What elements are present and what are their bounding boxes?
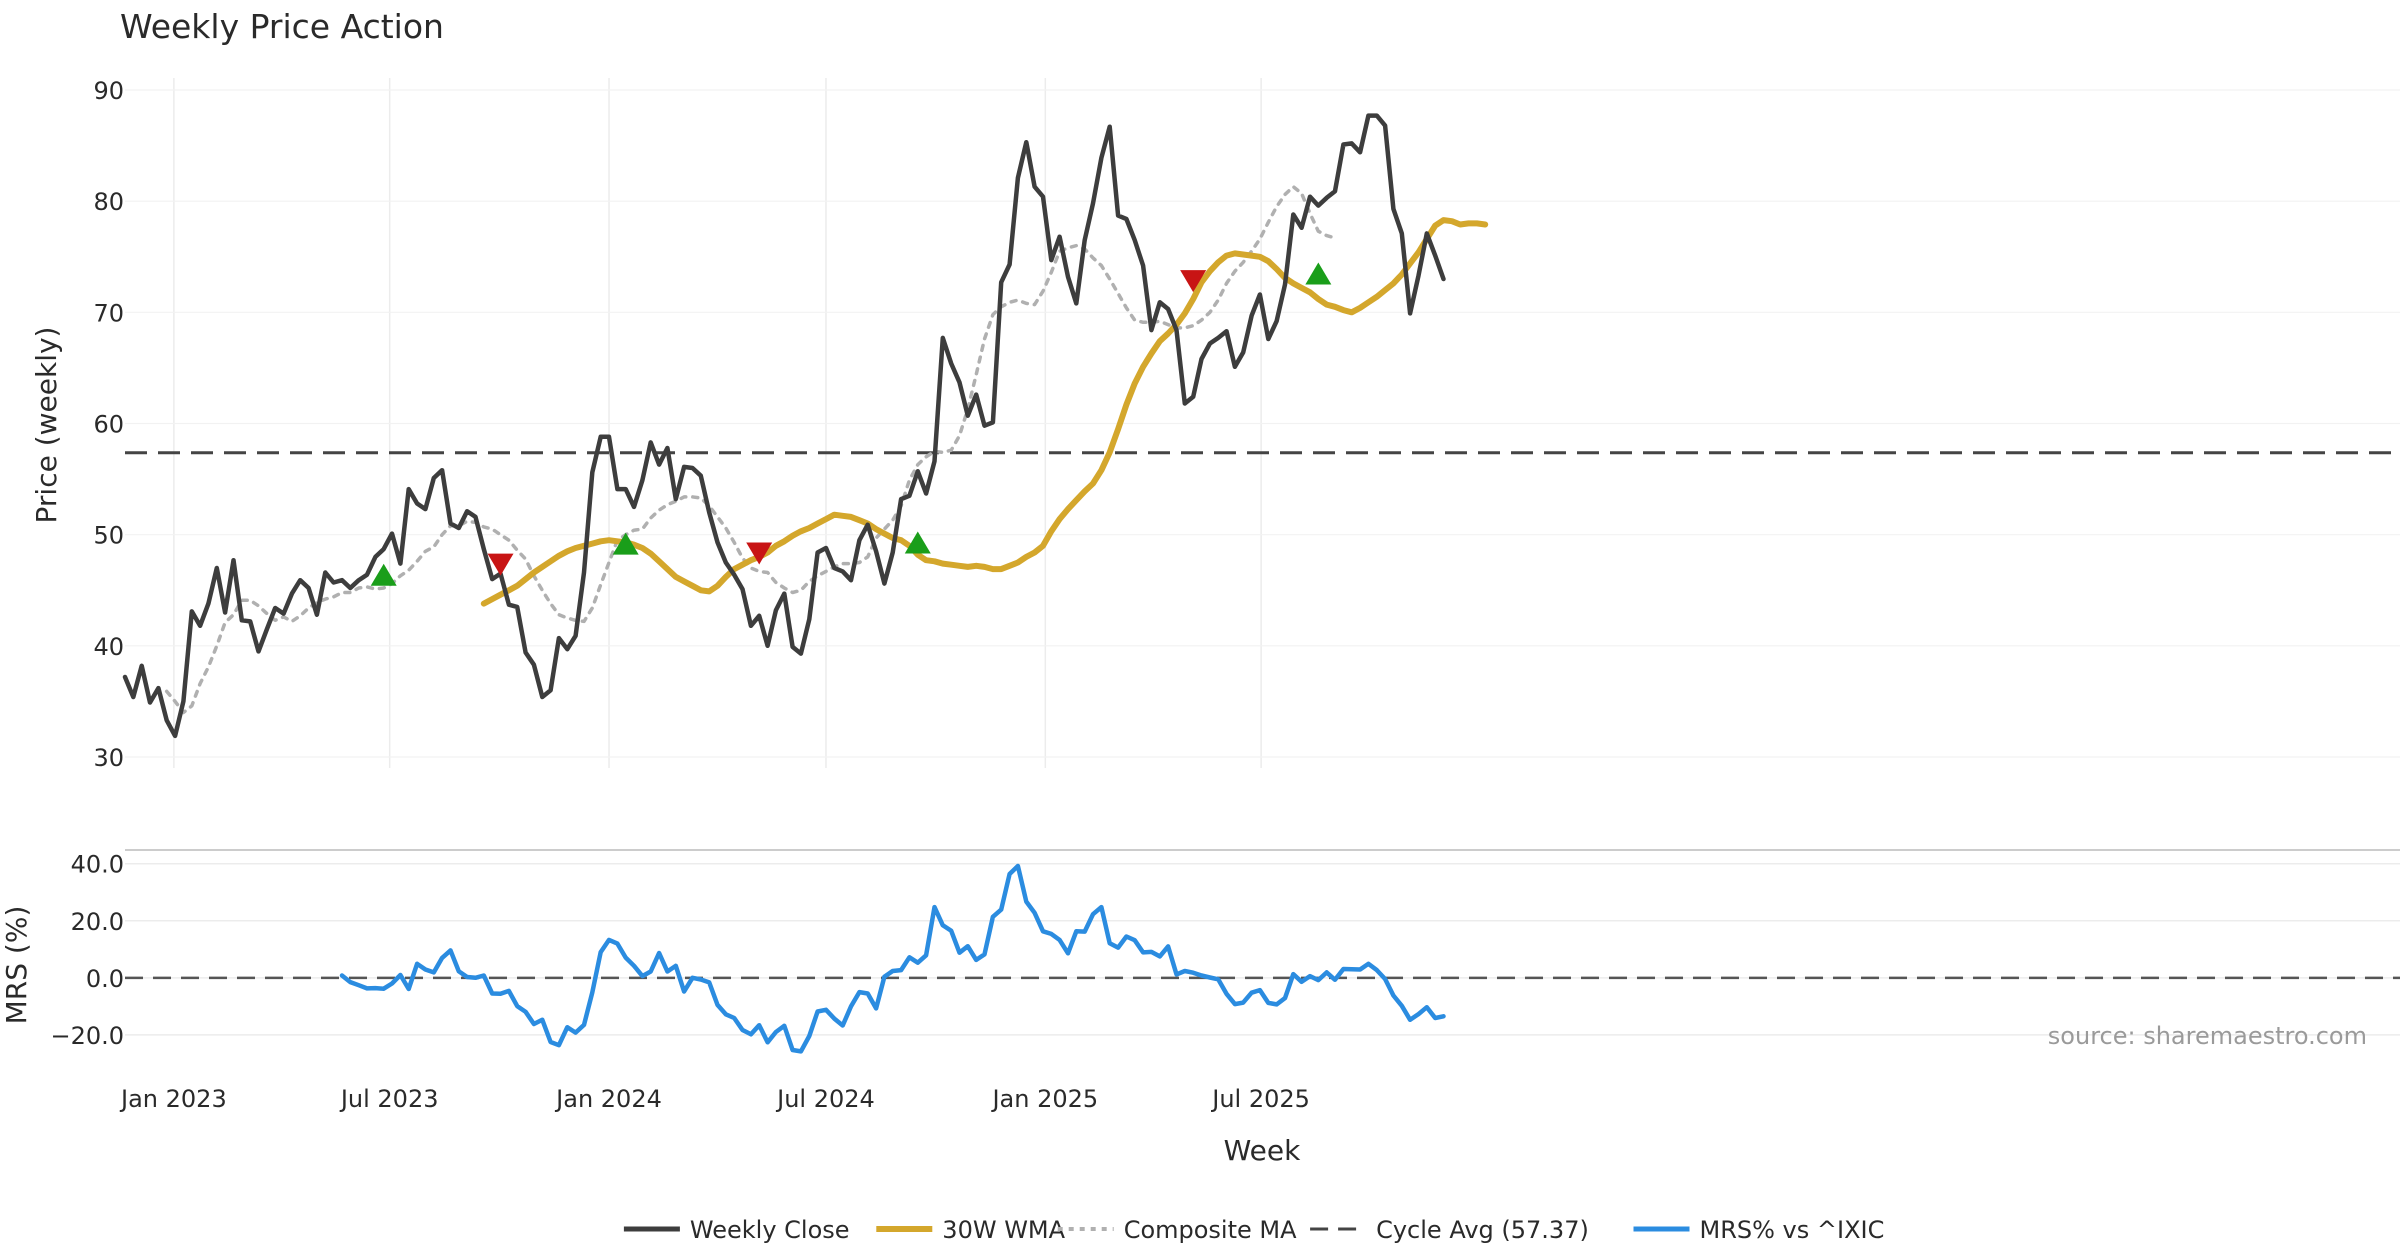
- price-y-tick-label: 80: [93, 188, 124, 216]
- mrs-y-tick-label: 40.0: [71, 851, 124, 879]
- buy-signal-marker: [370, 563, 397, 586]
- mrs-y-axis-label: MRS (%): [0, 906, 33, 1025]
- chart-legend: Weekly Close 30W WMA Composite MA Cycle Avg…: [623, 1216, 1885, 1244]
- x-tick-label: Jan 2024: [554, 1085, 662, 1113]
- price-y-tick-label: 60: [93, 411, 124, 439]
- legend-label: 30W WMA: [942, 1216, 1065, 1244]
- price-y-tick-label: 30: [93, 744, 124, 772]
- composite-ma-line: [164, 184, 1337, 715]
- mrs-y-tick-label: −20.0: [50, 1022, 124, 1050]
- weekly-close-line: [122, 113, 1446, 739]
- legend-entry: MRS% vs ^IXIC: [1633, 1216, 1885, 1244]
- legend-entry: Composite MA: [1057, 1216, 1297, 1244]
- legend-entry: 30W WMA: [876, 1216, 1066, 1244]
- buy-signal-marker: [612, 532, 639, 555]
- x-tick-label: Jul 2024: [775, 1085, 875, 1113]
- mrs-series-group: [125, 863, 2400, 1054]
- signal-markers: [370, 262, 1332, 586]
- 30w-wma-line: [480, 217, 1489, 607]
- mrs-y-tick-label: 0.0: [86, 965, 124, 993]
- x-tick-label: Jul 2025: [1210, 1085, 1310, 1113]
- chart-title: Weekly Price Action: [120, 7, 444, 46]
- legend-label: Composite MA: [1124, 1216, 1297, 1244]
- sell-signal-marker: [746, 542, 773, 565]
- x-tick-label: Jan 2023: [119, 1085, 227, 1113]
- buy-signal-marker: [904, 531, 931, 554]
- x-tick-label: Jul 2023: [339, 1085, 439, 1113]
- source-note: source: sharemaestro.com: [2048, 1022, 2367, 1050]
- legend-label: Weekly Close: [690, 1216, 850, 1244]
- x-tick-label: Jan 2025: [990, 1085, 1098, 1113]
- mrs-line: [339, 863, 1446, 1054]
- legend-entry: Weekly Close: [623, 1216, 850, 1244]
- x-axis-label: Week: [1224, 1134, 1301, 1167]
- sell-signal-marker: [1180, 270, 1207, 293]
- price-y-tick-label: 90: [93, 77, 124, 105]
- price-y-tick-label: 70: [93, 299, 124, 327]
- price-gridlines: [125, 78, 2400, 768]
- mrs-y-axis: −20.0 0.0 20.0 40.0: [50, 851, 124, 1050]
- sell-signal-marker: [487, 553, 514, 576]
- legend-label: Cycle Avg (57.37): [1376, 1216, 1589, 1244]
- buy-signal-marker: [1305, 262, 1332, 285]
- x-axis: Jan 2023 Jul 2023 Jan 2024 Jul 2024 Jan 2025…: [119, 1085, 1310, 1113]
- price-y-axis: 30 40 50 60 70 80 90: [93, 77, 124, 772]
- price-y-tick-label: 40: [93, 633, 124, 661]
- price-y-tick-label: 50: [93, 522, 124, 550]
- legend-label: MRS% vs ^IXIC: [1700, 1216, 1885, 1244]
- price-series-group: [122, 113, 2400, 739]
- price-y-axis-label: Price (weekly): [30, 327, 63, 524]
- mrs-y-tick-label: 20.0: [71, 908, 124, 936]
- legend-entry: Cycle Avg (57.37): [1310, 1216, 1589, 1244]
